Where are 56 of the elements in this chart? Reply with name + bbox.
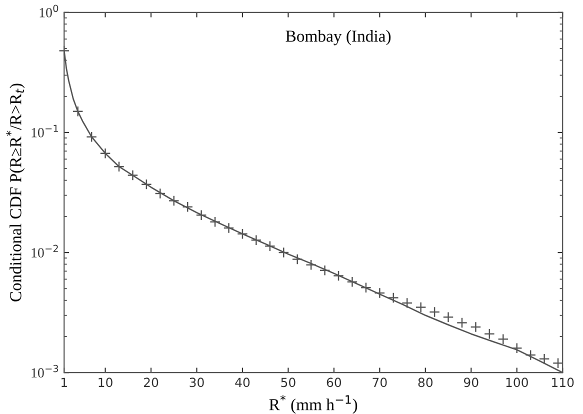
point — [402, 298, 413, 308]
x-tick-label: 1 — [62, 378, 67, 387]
point — [140, 178, 152, 190]
point — [470, 321, 482, 332]
point — [360, 282, 372, 294]
y-tick-label: 10$^{−3}$ — [32, 364, 58, 378]
x-tick-label: 10 — [98, 378, 112, 388]
x-tick-label: 90 — [464, 378, 478, 388]
point — [552, 358, 564, 369]
point — [114, 161, 124, 172]
x-tick-label: 100 — [506, 378, 528, 388]
point — [538, 353, 550, 364]
point — [86, 131, 98, 142]
point — [374, 288, 386, 299]
point — [456, 317, 468, 328]
point — [58, 45, 70, 56]
point — [525, 350, 536, 361]
x-tick-label: 70 — [372, 378, 387, 388]
point — [100, 148, 111, 159]
y-tick-label: 10$^{−2}$ — [32, 244, 58, 258]
point — [306, 259, 317, 270]
point — [388, 292, 399, 304]
point — [498, 334, 509, 345]
x-tick-label: 60 — [326, 378, 342, 388]
x-tick-label: 110 — [552, 378, 574, 388]
point — [264, 240, 276, 252]
x-tick-label: 40 — [235, 378, 250, 388]
point — [223, 222, 234, 234]
y-axis-title: Conditional CDF P(R≥R$^{*}$/R>R$_{t}$) — [6, 84, 25, 302]
point — [278, 247, 290, 258]
point — [429, 306, 440, 318]
point — [154, 188, 166, 200]
point — [210, 216, 221, 228]
point — [127, 170, 138, 181]
x-tick-label: 30 — [190, 378, 204, 388]
point — [196, 210, 207, 221]
point — [415, 302, 426, 313]
point — [484, 328, 495, 340]
point — [292, 254, 303, 265]
point — [442, 312, 454, 323]
point — [346, 276, 358, 288]
y-tick-label: 10$^{−1}$ — [32, 124, 58, 138]
point — [168, 195, 180, 206]
x-tick-label: 50 — [281, 378, 296, 388]
x-tick-label: 80 — [418, 378, 433, 388]
point — [72, 106, 84, 117]
x-axis-title: R$^{*}$ (mm h$^{−1}$) — [269, 395, 358, 414]
annotation: Bombay (India) — [286, 30, 391, 46]
point — [319, 264, 330, 276]
point — [250, 234, 262, 246]
point — [236, 228, 248, 240]
point — [182, 201, 194, 212]
point — [511, 342, 522, 354]
point — [333, 270, 344, 282]
x-tick-label: 20 — [144, 378, 158, 388]
y-tick-label: 10$^{0}$ — [40, 4, 58, 18]
